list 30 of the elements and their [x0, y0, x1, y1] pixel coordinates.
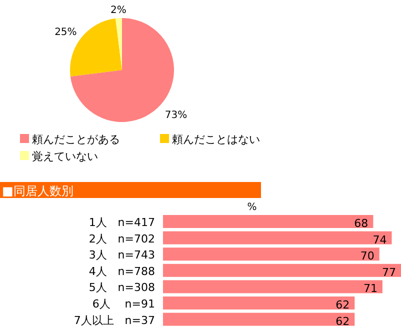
- y-tick-label: 6人 n=91: [92, 298, 155, 310]
- data-label: 62: [336, 314, 350, 327]
- bar: [163, 312, 355, 326]
- data-label: 2%: [110, 4, 126, 16]
- bar: [163, 296, 355, 310]
- data-label: 70: [360, 250, 374, 263]
- data-label: 25%: [54, 26, 77, 38]
- x-axis-title: %: [247, 202, 257, 213]
- y-tick-label: 7人以上 n=37: [74, 314, 155, 327]
- y-tick-label: 3人 n=743: [88, 248, 155, 262]
- data-label: 77: [382, 266, 396, 279]
- bar: [163, 231, 392, 244]
- bar: [163, 280, 382, 294]
- data-label: 71: [363, 282, 378, 296]
- legend-label: 頼んだことがある: [32, 133, 120, 146]
- bar: [163, 215, 374, 228]
- y-tick-label: 2人 n=702: [88, 232, 155, 246]
- data-label: 74: [372, 233, 387, 246]
- text: ■同居人数別: [2, 184, 74, 198]
- data-label: 73%: [164, 110, 188, 121]
- bar: [163, 248, 380, 261]
- data-label: 62: [336, 298, 350, 312]
- y-tick-label: 5人 n=308: [88, 281, 155, 294]
- y-tick-label: 4人 n=788: [88, 264, 155, 278]
- y-tick-label: 1人 n=417: [88, 216, 155, 229]
- legend-label: 覚えていない: [32, 150, 98, 163]
- bar: [163, 264, 401, 277]
- data-label: 68: [354, 217, 368, 230]
- legend-label: 頼んだことはない: [172, 133, 260, 146]
- pie-slice: [115, 18, 122, 70]
